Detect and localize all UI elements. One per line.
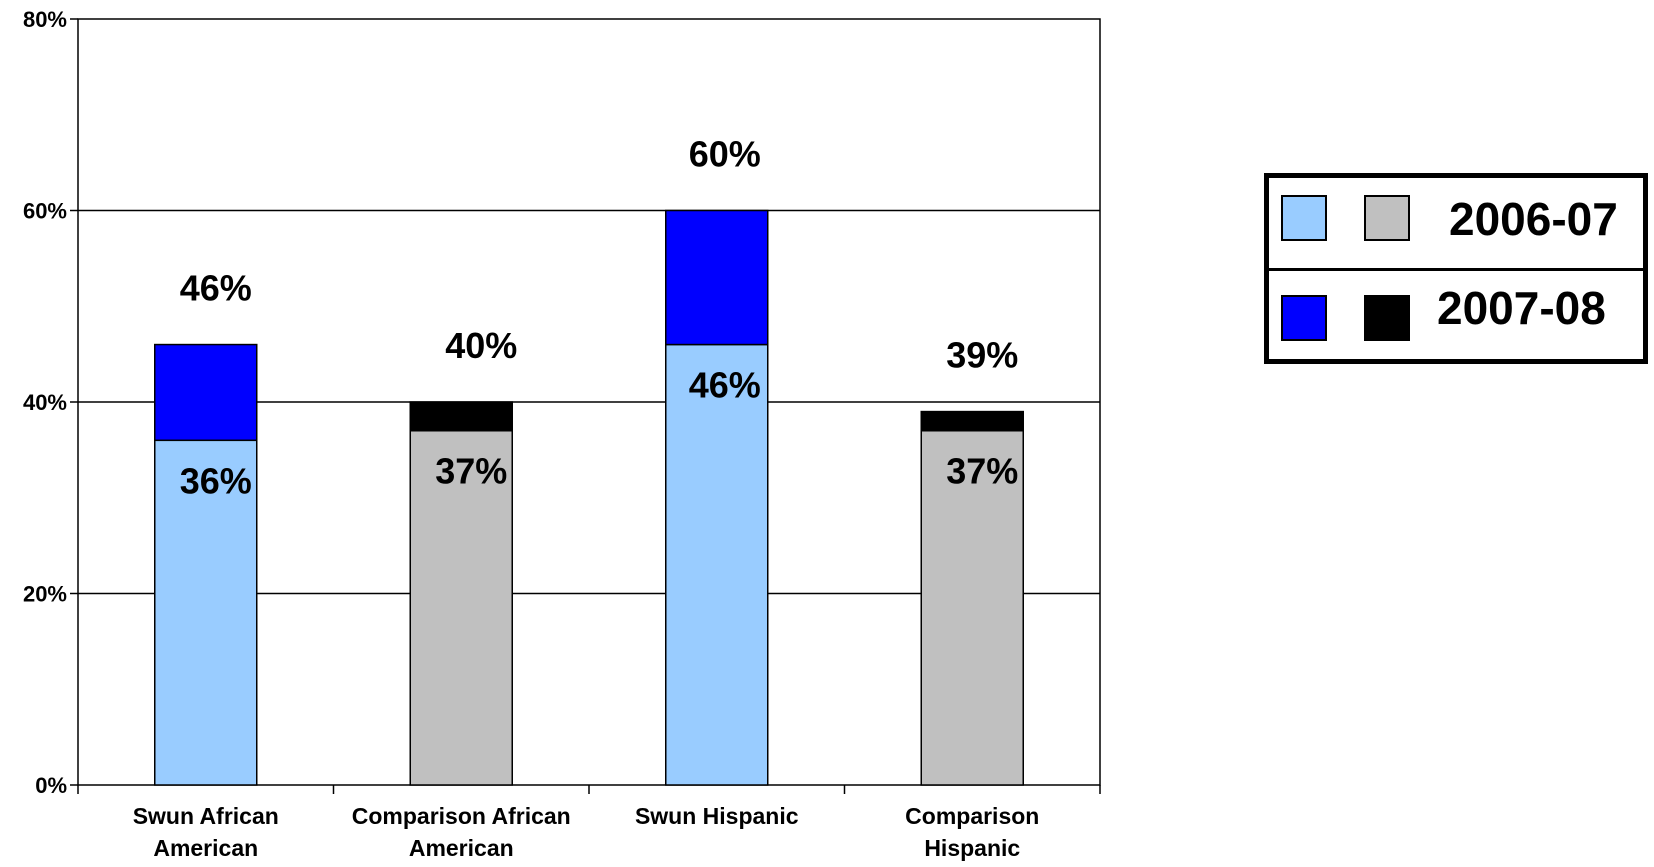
legend-swatch-swun-2006-07 (1281, 195, 1327, 241)
y-tick-label: 20% (23, 582, 67, 607)
x-tick-label: American (153, 835, 258, 861)
legend-swatch-comparison-2007-08 (1364, 295, 1410, 341)
x-tick-label: Comparison (905, 803, 1039, 829)
bar-2007-08 (154, 343, 258, 442)
data-label-2007-08: 40% (445, 325, 517, 366)
y-tick-label: 80% (23, 7, 67, 32)
y-tick-label: 40% (23, 390, 67, 415)
legend-swatch-swun-2007-08 (1281, 295, 1327, 341)
legend-item-2007-08: 2007-08 (1269, 271, 1643, 361)
bar-2006-07 (665, 343, 769, 786)
bar-2006-07 (154, 439, 258, 786)
x-tick-label: Swun Hispanic (635, 803, 799, 829)
x-tick-label: Hispanic (924, 835, 1020, 861)
legend-label-2007-08: 2007-08 (1437, 282, 1606, 334)
bar-2007-08 (665, 209, 769, 346)
x-tick-label: Comparison African (352, 803, 571, 829)
x-tick-label: American (409, 835, 514, 861)
legend-label-2006-07: 2006-07 (1449, 193, 1618, 245)
legend-item-2006-07: 2006-07 (1269, 178, 1643, 271)
y-tick-label: 60% (23, 199, 67, 224)
bar-2006-07 (920, 429, 1024, 786)
data-label-2007-08: 39% (946, 335, 1018, 376)
data-label-2006-07: 36% (180, 460, 252, 501)
y-tick-label: 0% (35, 773, 67, 798)
legend: 2006-07 2007-08 (1264, 173, 1648, 364)
data-label-2006-07: 37% (435, 451, 507, 492)
legend-swatch-comparison-2006-07 (1364, 195, 1410, 241)
data-label-2007-08: 46% (180, 268, 252, 309)
bar-2007-08 (409, 401, 513, 432)
data-label-2007-08: 60% (689, 134, 761, 175)
bar-2006-07 (409, 429, 513, 786)
x-tick-label: Swun African (133, 803, 279, 829)
data-label-2006-07: 46% (689, 365, 761, 406)
data-label-2006-07: 37% (946, 451, 1018, 492)
bar-2007-08 (920, 410, 1024, 432)
